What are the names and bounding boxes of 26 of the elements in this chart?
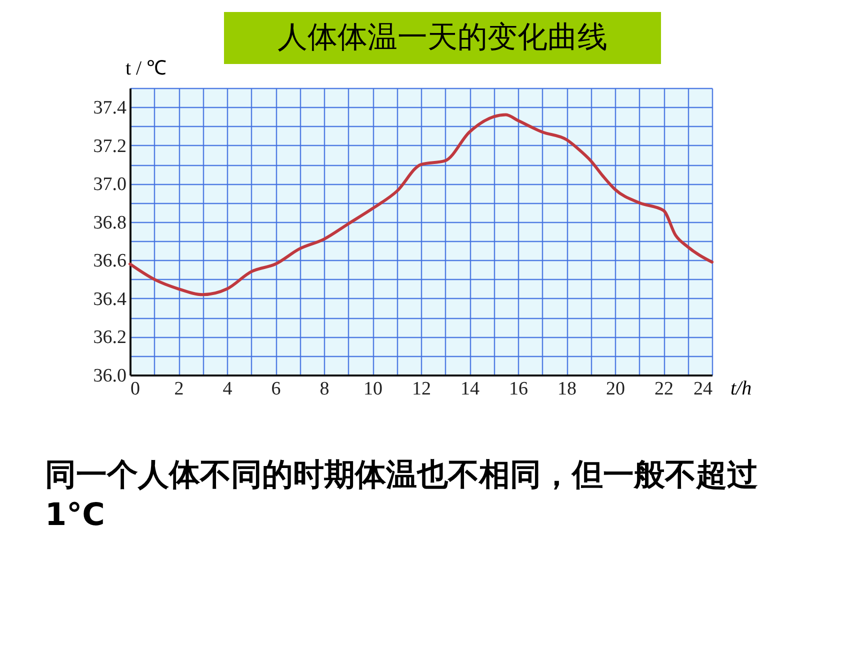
y-axis-title: t / ℃ <box>126 58 167 80</box>
x-tick-label: 10 <box>364 378 382 400</box>
x-axis-title: t/h <box>730 378 752 400</box>
x-tick-label: 12 <box>412 378 431 400</box>
x-tick-label: 2 <box>174 378 184 400</box>
x-tick-label: 18 <box>558 378 576 400</box>
chart-title: 人体体温一天的变化曲线 <box>224 12 661 64</box>
line-series <box>128 113 714 296</box>
y-tick-label: 36.0 <box>93 366 126 386</box>
text: 同一个人体不同的时期体温也不相同，但一般不超过1°C <box>45 456 759 535</box>
x-tick-label: 8 <box>320 378 330 400</box>
y-tick-label: 37.2 <box>93 136 126 157</box>
x-tick-label: 16 <box>509 378 528 400</box>
x-tick-label: 6 <box>271 378 281 400</box>
y-tick-label: 36.4 <box>93 288 127 310</box>
y-tick-label: 36.8 <box>93 212 126 234</box>
y-tick-label: 37.0 <box>93 174 126 196</box>
x-tick-label: 0 <box>130 378 140 400</box>
x-tick-label: 24 <box>694 378 713 400</box>
x-tick-label: 20 <box>606 378 625 400</box>
y-tick-label: 36.6 <box>93 250 126 272</box>
y-tick-label: 36.2 <box>93 327 126 348</box>
x-tick-label: 22 <box>654 378 674 400</box>
y-tick-label: 37.4 <box>93 98 127 119</box>
x-tick-label: 4 <box>222 378 233 400</box>
x-tick-label: 14 <box>460 378 480 400</box>
